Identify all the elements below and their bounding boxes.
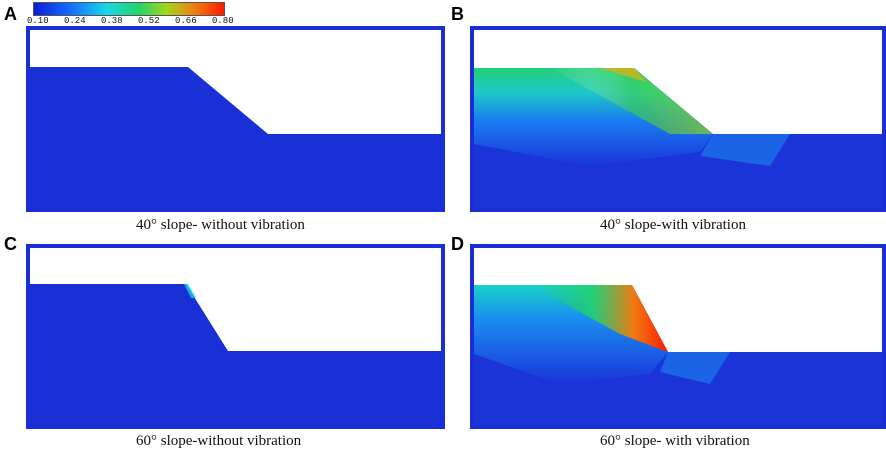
panel-letter-b: B <box>451 4 464 24</box>
colorbar-tick: 0.38 <box>101 16 123 26</box>
panel-b-plot <box>470 26 886 212</box>
panel-d-frame <box>470 244 886 429</box>
colorbar-tick: 0.10 <box>27 16 49 26</box>
panel-a-caption: 40° slope- without vibration <box>136 217 305 233</box>
colorbar-tick: 0.80 <box>212 16 234 26</box>
colorbar-tick: 0.24 <box>64 16 86 26</box>
panel-letter-d: D <box>451 234 464 254</box>
panel-c-crest-zone <box>184 284 196 298</box>
colorbar-tick: 0.66 <box>175 16 197 26</box>
panel-letter-a: A <box>4 4 17 24</box>
colorbar <box>33 2 225 16</box>
panel-b-peak-zone <box>600 68 646 82</box>
panel-c-soil <box>30 284 441 425</box>
panel-b-toe-zone <box>700 134 790 166</box>
panel-b-hot-zone <box>550 68 713 134</box>
panel-a-soil <box>30 67 441 208</box>
panel-d-plot <box>470 244 886 429</box>
colorbar-tick: 0.52 <box>138 16 160 26</box>
panel-a-plot <box>26 26 445 212</box>
panel-b-caption: 40° slope-with vibration <box>600 217 746 233</box>
panel-b-frame <box>470 26 886 212</box>
panel-a-frame <box>26 26 445 212</box>
panel-c-plot <box>26 244 445 429</box>
panel-c-frame <box>26 244 445 429</box>
panel-c-caption: 60° slope-without vibration <box>136 433 302 449</box>
panel-d-caption: 60° slope- with vibration <box>600 433 750 449</box>
panel-d-hot-zone <box>530 285 668 352</box>
panel-d-toe-zone <box>660 352 730 384</box>
panel-letter-c: C <box>4 234 17 254</box>
